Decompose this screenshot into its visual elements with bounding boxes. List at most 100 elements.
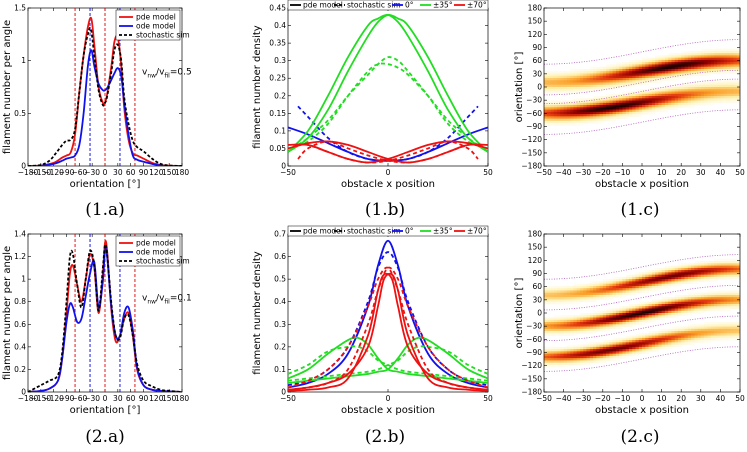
heatmap-cell — [704, 274, 708, 278]
heatmap-cell — [547, 288, 551, 291]
heatmap-cell — [730, 326, 734, 330]
heatmap-cell — [691, 292, 695, 296]
heatmap-cell — [664, 303, 669, 307]
heatmap-cell — [609, 344, 613, 348]
heatmap-cell — [642, 349, 646, 352]
heatmap-cell — [566, 301, 571, 305]
heatmap-cell — [658, 57, 662, 61]
heatmap-cell — [664, 306, 669, 309]
heatmap-cell — [632, 292, 636, 296]
heatmap-cell — [632, 283, 636, 287]
heatmap-cell — [566, 114, 571, 117]
heatmap-cell — [550, 364, 555, 368]
heatmap-cell — [609, 351, 613, 355]
heatmap-cell — [651, 87, 656, 90]
heatmap-cell — [733, 333, 738, 336]
x-tick-label: 50 — [483, 168, 493, 177]
heatmap-cell — [606, 68, 610, 72]
heatmap-cell — [560, 294, 564, 298]
heatmap-cell — [677, 102, 682, 106]
heatmap-cell — [638, 274, 643, 278]
heatmap-cell — [583, 358, 587, 361]
y-axis-label: filament number density — [252, 25, 263, 148]
heatmap-cell — [573, 123, 578, 126]
heatmap-cell — [566, 111, 571, 115]
y-tick-label: 0.1 — [274, 126, 286, 135]
heatmap-cell — [642, 102, 646, 106]
heatmap-cell — [566, 355, 571, 359]
heatmap-cell — [704, 306, 708, 309]
heatmap-cell — [612, 319, 617, 323]
heatmap-cell — [625, 100, 630, 104]
heatmap-cell — [638, 68, 643, 72]
heatmap-cell — [596, 324, 600, 327]
heatmap-cell — [684, 57, 689, 61]
heatmap-cell — [615, 62, 620, 65]
heatmap-cell — [628, 66, 633, 70]
heatmap-cell — [736, 68, 740, 72]
heatmap-cell — [596, 89, 600, 92]
heatmap-cell — [583, 109, 587, 113]
heatmap-cell — [638, 346, 643, 350]
chart-2c: −50 −40 −30 −20 −10 0 10 20 30 40 50−180−150−120−9… — [514, 230, 745, 417]
heatmap-cell — [544, 71, 548, 74]
legend-label: stochastic sim — [136, 257, 190, 266]
heatmap-cell — [687, 89, 692, 92]
heatmap-cell — [563, 105, 568, 108]
heatmap-cell — [720, 303, 725, 307]
heatmap-cell — [674, 283, 679, 287]
heatmap-cell — [723, 303, 728, 307]
heatmap-cell — [589, 98, 594, 101]
heatmap-cell — [583, 111, 587, 115]
heatmap-cell — [576, 355, 581, 359]
heatmap-cell — [628, 71, 633, 74]
heatmap-cell — [553, 351, 558, 355]
heatmap-cell — [622, 116, 627, 119]
heatmap-cell — [625, 322, 630, 325]
heatmap-cell — [681, 297, 685, 300]
heatmap-cell — [677, 265, 682, 269]
heatmap-cell — [720, 308, 725, 312]
heatmap-cell — [668, 71, 672, 74]
heatmap-cell — [612, 283, 617, 287]
heatmap-cell — [651, 308, 656, 312]
y-tick-label: 0 — [281, 388, 286, 397]
heatmap-cell — [606, 310, 610, 314]
heatmap-cell — [707, 333, 711, 336]
heatmap-cell — [586, 116, 591, 119]
heatmap-cell — [681, 57, 685, 61]
heatmap-cell — [625, 279, 630, 282]
y-tick-label: −150 — [521, 148, 542, 157]
heatmap-cell — [687, 276, 692, 280]
heatmap-cell — [586, 326, 591, 330]
heatmap-cell — [645, 59, 649, 63]
heatmap-cell — [553, 71, 558, 74]
heatmap-cell — [684, 100, 689, 104]
heatmap-cell — [694, 53, 698, 56]
heatmap-cell — [655, 285, 659, 289]
legend-label: ±70° — [467, 227, 487, 236]
heatmap-cell — [645, 270, 649, 273]
heatmap-cell — [664, 328, 669, 332]
heatmap-cell — [671, 310, 676, 314]
heatmap-cell — [596, 288, 600, 291]
heatmap-cell — [560, 333, 564, 336]
heatmap-cell — [645, 317, 649, 321]
heatmap-cell — [596, 294, 600, 298]
heatmap-cell — [691, 84, 695, 88]
heatmap-cell — [570, 102, 574, 106]
heatmap-cell — [612, 324, 617, 327]
heatmap-cell — [599, 114, 604, 117]
heatmap-cell — [707, 59, 711, 63]
heatmap-cell — [619, 322, 623, 325]
heatmap-cell — [576, 73, 581, 77]
heatmap-cell — [593, 102, 597, 106]
heatmap-cell — [635, 272, 640, 276]
heatmap-cell — [550, 123, 555, 126]
heatmap-cell — [596, 346, 600, 350]
heatmap-cell — [651, 301, 656, 305]
heatmap-cell — [609, 346, 613, 350]
heatmap-cell — [593, 96, 597, 99]
heatmap-cell — [625, 342, 630, 345]
